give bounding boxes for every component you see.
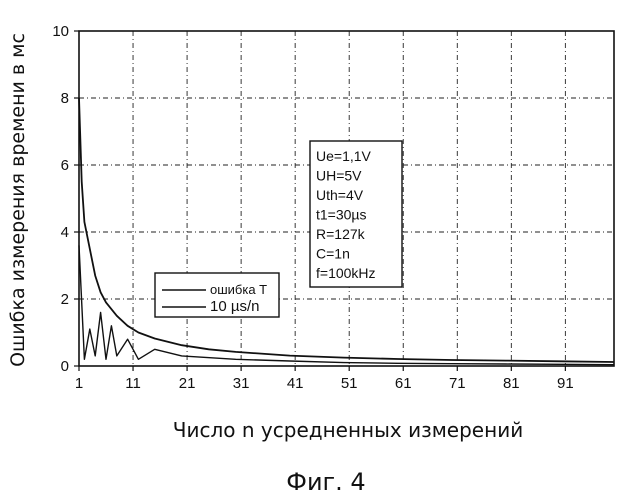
parameter-line: t1=30µs (316, 207, 367, 223)
x-axis-label: Число n усредненных измерений (173, 418, 523, 442)
x-tick-label: 51 (341, 375, 358, 392)
parameter-box: Ue=1,1V UH=5V Uth=4V t1=30µs R=127k C=1n f=100… (310, 141, 402, 287)
legend-label-error-t: ошибка T (210, 282, 267, 297)
parameter-line: Uth=4V (316, 187, 364, 203)
figure-caption: Фиг. 4 (286, 468, 365, 496)
x-tick-label: 61 (395, 375, 412, 392)
x-tick-label: 71 (449, 375, 466, 392)
x-tick-label: 31 (233, 375, 250, 392)
y-axis-label: Ошибка измерения времени в мс (7, 33, 29, 367)
y-tick-label: 6 (61, 157, 69, 174)
legend: ошибка T 10 µs/n (155, 273, 279, 317)
parameter-line: R=127k (316, 226, 366, 242)
x-tick-label: 21 (179, 375, 196, 392)
y-tick-label: 8 (61, 90, 69, 107)
x-tick-label: 41 (287, 375, 304, 392)
x-tick-label: 81 (503, 375, 520, 392)
y-tick-label: 4 (61, 224, 69, 241)
y-tick-label: 0 (61, 358, 69, 375)
parameter-line: f=100kHz (316, 265, 376, 281)
x-tick-label: 91 (557, 375, 574, 392)
parameter-line: UH=5V (316, 168, 362, 184)
x-tick-label: 11 (125, 375, 141, 392)
parameter-line: Ue=1,1V (316, 148, 372, 164)
y-tick-label: 10 (52, 23, 69, 40)
parameter-line: C=1n (316, 246, 350, 262)
legend-label-10us: 10 µs/n (210, 298, 260, 315)
x-tick-label: 1 (75, 375, 83, 392)
y-tick-label: 2 (61, 291, 69, 308)
